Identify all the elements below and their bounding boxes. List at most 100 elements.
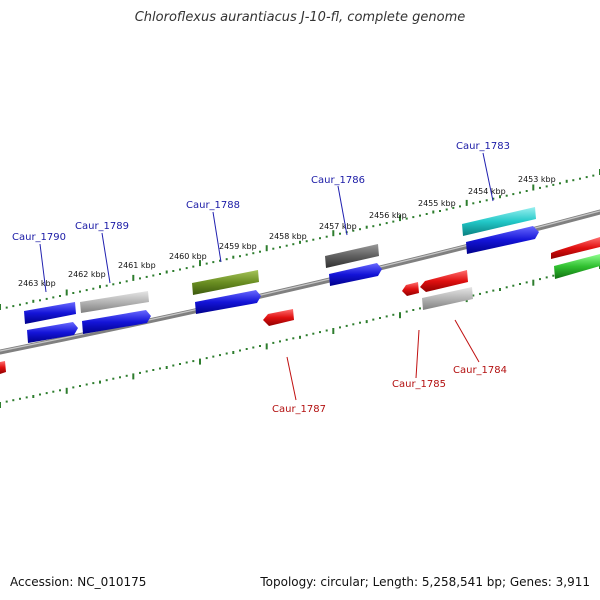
kbp-label: 2454 kbp bbox=[468, 187, 506, 196]
minor-tick bbox=[285, 338, 288, 341]
minor-tick bbox=[39, 393, 41, 396]
minor-tick bbox=[312, 238, 315, 241]
minor-tick bbox=[92, 382, 95, 385]
minor-tick bbox=[412, 216, 415, 219]
minor-tick bbox=[339, 232, 341, 235]
gene-label[interactable]: Caur_1786 bbox=[311, 175, 365, 186]
minor-tick bbox=[192, 265, 195, 268]
minor-tick bbox=[552, 183, 555, 186]
gene-feature[interactable] bbox=[24, 302, 76, 324]
minor-tick bbox=[12, 399, 15, 402]
major-tick bbox=[199, 358, 201, 365]
minor-tick bbox=[225, 258, 228, 261]
gene-feature[interactable] bbox=[329, 263, 382, 286]
gene-label[interactable]: Caur_1784 bbox=[453, 365, 507, 376]
outer-tick-ring bbox=[0, 169, 600, 310]
gene-label[interactable]: Caur_1790 bbox=[12, 232, 66, 243]
gene-feature[interactable] bbox=[462, 207, 536, 236]
gene-feature[interactable] bbox=[466, 226, 539, 254]
minor-tick bbox=[565, 179, 568, 183]
minor-tick bbox=[232, 255, 235, 259]
gene-feature[interactable] bbox=[551, 237, 600, 259]
minor-tick bbox=[472, 202, 475, 205]
kbp-label: 2453 kbp bbox=[518, 175, 556, 184]
gene-feature[interactable] bbox=[402, 282, 419, 296]
kbp-label: 2457 kbp bbox=[319, 222, 357, 231]
minor-tick bbox=[272, 247, 275, 250]
minor-tick bbox=[352, 229, 355, 232]
major-tick bbox=[399, 215, 401, 222]
minor-tick bbox=[405, 310, 408, 313]
gene-label[interactable]: Caur_1788 bbox=[186, 200, 240, 211]
major-tick bbox=[532, 184, 535, 191]
major-tick bbox=[132, 274, 135, 281]
minor-tick bbox=[339, 326, 341, 329]
minor-tick bbox=[292, 243, 295, 246]
gene-label[interactable]: Caur_1787 bbox=[272, 404, 326, 415]
minor-tick bbox=[79, 385, 81, 387]
gene-feature[interactable] bbox=[192, 270, 259, 295]
minor-tick bbox=[405, 217, 408, 220]
minor-tick bbox=[19, 303, 21, 306]
minor-tick bbox=[205, 262, 208, 265]
minor-tick bbox=[5, 306, 8, 309]
kbp-label: 2458 kbp bbox=[269, 232, 307, 241]
minor-tick bbox=[545, 276, 548, 279]
minor-tick bbox=[232, 351, 235, 354]
minor-tick bbox=[172, 270, 175, 272]
minor-tick bbox=[472, 294, 475, 297]
minor-tick bbox=[279, 340, 281, 343]
gene-feature[interactable] bbox=[195, 290, 261, 314]
major-tick bbox=[332, 230, 335, 237]
minor-tick bbox=[105, 284, 108, 287]
gene-feature[interactable] bbox=[263, 309, 294, 326]
minor-tick bbox=[185, 361, 188, 364]
minor-tick bbox=[112, 377, 115, 380]
gene-feature[interactable] bbox=[420, 270, 468, 292]
minor-tick bbox=[385, 315, 388, 318]
minor-tick bbox=[225, 352, 228, 355]
minor-tick bbox=[299, 335, 301, 339]
gene-label[interactable]: Caur_1783 bbox=[456, 141, 510, 152]
major-tick bbox=[532, 279, 535, 286]
minor-tick bbox=[392, 313, 395, 316]
gene-feature[interactable] bbox=[422, 287, 473, 310]
minor-tick bbox=[539, 186, 541, 189]
gene-label[interactable]: Caur_1789 bbox=[75, 221, 129, 232]
minor-tick bbox=[492, 197, 495, 200]
accession-text: Accession: NC_010175 bbox=[10, 575, 147, 589]
minor-tick bbox=[525, 281, 528, 284]
gene-label[interactable]: Caur_1785 bbox=[392, 379, 446, 390]
gene-feature[interactable] bbox=[0, 361, 6, 374]
minor-tick bbox=[245, 348, 248, 350]
label-leader-lines bbox=[39, 152, 494, 401]
minor-tick bbox=[45, 297, 48, 300]
major-tick bbox=[65, 289, 68, 296]
gene-feature[interactable] bbox=[325, 244, 379, 268]
gene-feature[interactable] bbox=[27, 322, 78, 343]
gene-labels-forward: Caur_1790 Caur_1789 Caur_1788 Caur_1786 … bbox=[12, 141, 510, 243]
minor-tick bbox=[25, 302, 28, 305]
minor-tick bbox=[592, 174, 595, 177]
minor-tick bbox=[305, 334, 308, 337]
minor-tick bbox=[479, 292, 481, 295]
leader-line bbox=[101, 232, 111, 284]
minor-tick bbox=[412, 309, 415, 311]
minor-tick bbox=[219, 259, 221, 262]
forward-strand-genes bbox=[24, 207, 600, 343]
gene-feature[interactable] bbox=[554, 254, 600, 279]
minor-tick bbox=[319, 237, 321, 240]
major-tick bbox=[0, 304, 1, 310]
leader-line bbox=[415, 329, 420, 379]
minor-tick bbox=[212, 261, 215, 264]
major-tick bbox=[0, 402, 1, 408]
minor-tick bbox=[59, 389, 61, 392]
minor-tick bbox=[125, 280, 128, 283]
minor-tick bbox=[419, 214, 421, 217]
minor-tick bbox=[492, 289, 495, 292]
minor-tick bbox=[145, 275, 148, 278]
gene-feature[interactable] bbox=[80, 291, 149, 313]
minor-tick bbox=[79, 290, 81, 293]
gene-feature[interactable] bbox=[82, 310, 151, 334]
leader-line bbox=[39, 243, 47, 293]
